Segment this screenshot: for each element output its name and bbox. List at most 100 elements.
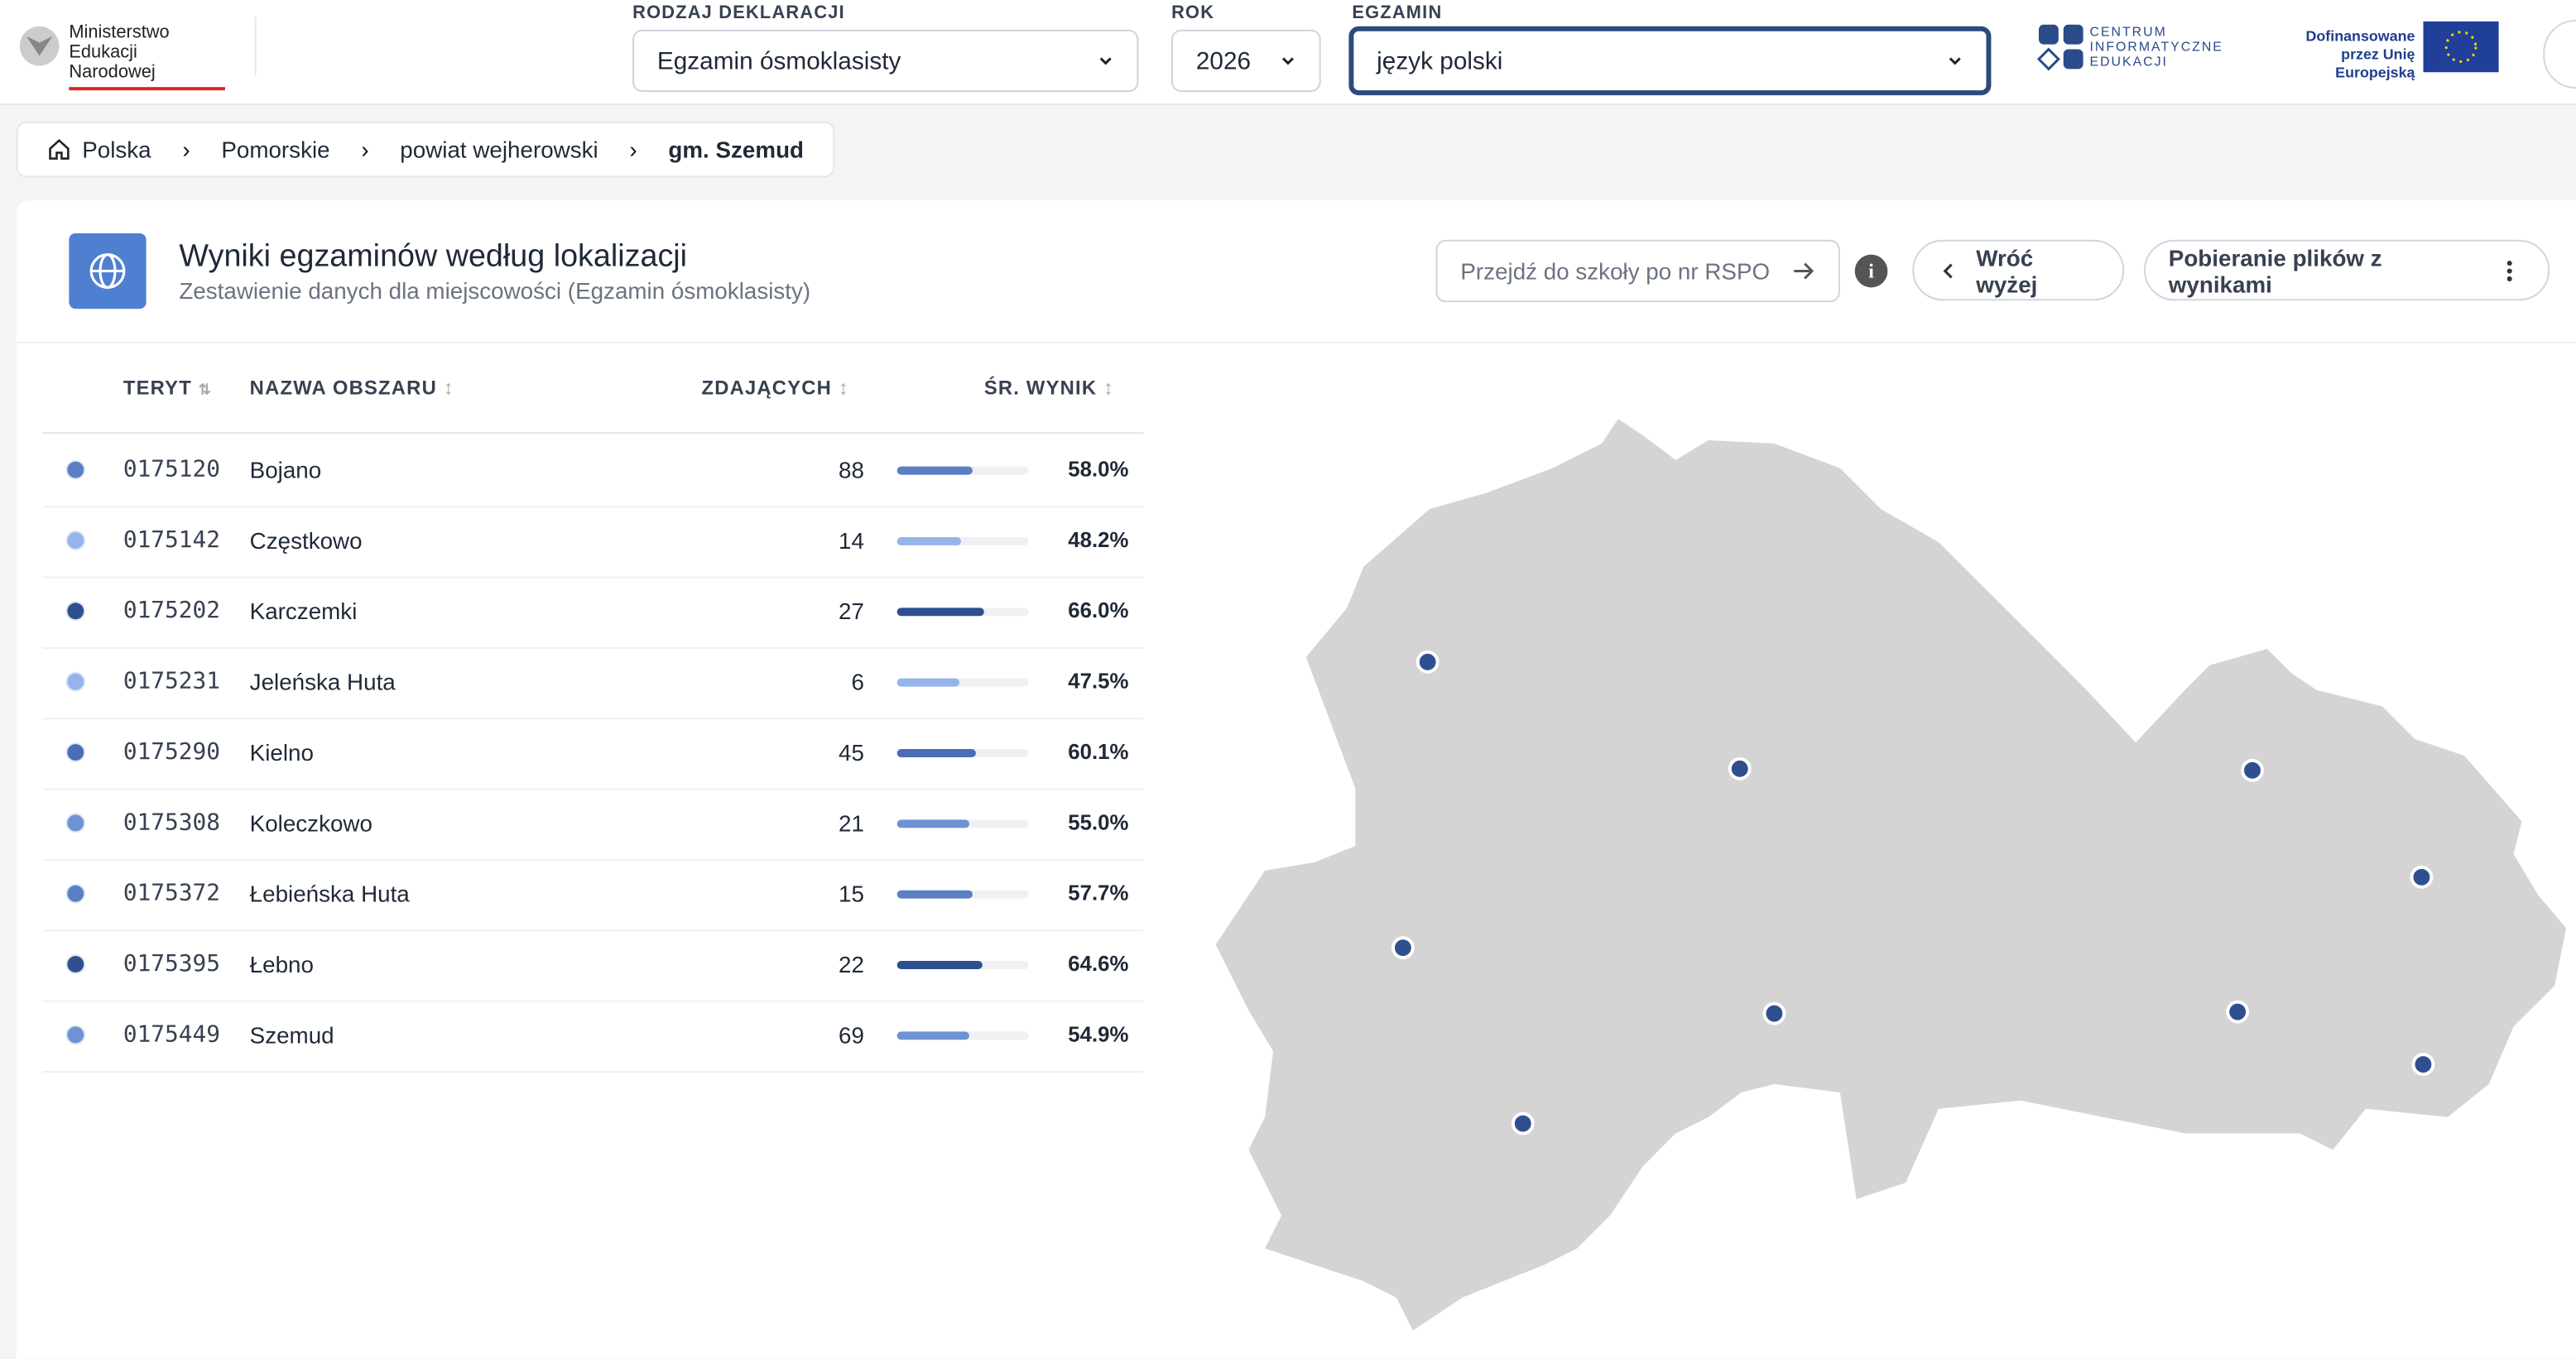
table-row[interactable]: 0175449 Szemud 69 54.9% xyxy=(42,1001,1144,1073)
column-label: NAZWA OBSZARU xyxy=(249,376,437,400)
divider xyxy=(254,16,257,76)
score-bar xyxy=(896,466,973,475)
candidate-count: 45 xyxy=(839,739,864,766)
table-row[interactable]: 0175290 Kielno 45 60.1% xyxy=(42,718,1144,790)
filter-label: ROK xyxy=(1171,2,1215,23)
sort-header[interactable]: ŚR. WYNIK ↕ xyxy=(983,376,1115,400)
score-bar xyxy=(896,536,961,545)
score-bar xyxy=(896,890,973,899)
average-score: 58.0% xyxy=(1068,456,1129,482)
column-label: ZDAJĄCYCH xyxy=(701,376,833,400)
teryt: 0175231 xyxy=(123,668,220,695)
emblem xyxy=(19,26,60,66)
breadcrumb-current: gm. Szemud xyxy=(668,136,805,163)
table-row[interactable]: 0175395 Łebno 22 64.6% xyxy=(42,929,1144,1002)
exam-select[interactable]: język polski xyxy=(1348,26,1992,96)
back-button[interactable]: Wróć wyżej xyxy=(1912,239,2125,301)
row-dot xyxy=(65,954,86,974)
teryt: 0175142 xyxy=(123,527,220,554)
area-name: Łebno xyxy=(249,951,314,977)
candidate-count: 88 xyxy=(839,456,864,483)
rspo-search[interactable]: Przejdź do szkoły po nr RSPO xyxy=(1435,239,1840,303)
score-bar xyxy=(896,607,984,617)
button-label: Wróć wyżej xyxy=(1976,243,2038,297)
divider xyxy=(16,341,2576,343)
candidate-count: 21 xyxy=(839,809,864,837)
home-icon xyxy=(49,138,70,160)
header: Ministerstwo Edukacji Narodowej RODZAJ D… xyxy=(0,0,2576,106)
button-label: Pobieranie plików z wynikami xyxy=(2168,243,2382,297)
column-label: TERYT xyxy=(123,376,192,400)
info-icon[interactable]: i xyxy=(1854,254,1888,288)
declaration-select[interactable]: Egzamin ósmoklasisty xyxy=(632,29,1139,93)
divider xyxy=(42,431,1144,434)
sort-header[interactable]: TERYT ⇅ xyxy=(123,376,212,400)
ministry-name: Ministerstwo Edukacji Narodowej xyxy=(69,23,225,91)
area-name: Koleczkowo xyxy=(249,809,372,837)
teryt: 0175372 xyxy=(123,880,220,907)
filter-label: RODZAJ DEKLARACJI xyxy=(632,2,845,23)
column-label: ŚR. WYNIK xyxy=(983,376,1098,400)
average-score: 66.0% xyxy=(1068,598,1129,623)
score-track xyxy=(896,1031,1029,1040)
average-score: 64.6% xyxy=(1068,951,1129,976)
score-bar xyxy=(896,749,977,757)
candidate-count: 15 xyxy=(839,880,864,907)
teryt: 0175202 xyxy=(123,598,220,625)
teryt: 0175395 xyxy=(123,951,220,977)
row-dot xyxy=(65,1025,86,1045)
score-bar xyxy=(896,678,960,687)
search-placeholder: Przejdź do szkoły po nr RSPO xyxy=(1460,257,1771,285)
eu-flag xyxy=(2423,21,2499,73)
table-row[interactable]: 0175142 Częstkowo 14 48.2% xyxy=(42,506,1144,579)
area-name: Jeleńska Huta xyxy=(249,668,396,695)
candidate-count: 22 xyxy=(839,951,864,977)
row-dot xyxy=(65,813,86,833)
select-value: 2026 xyxy=(1195,46,1252,75)
table-row[interactable]: 0175202 Karczemki 27 66.0% xyxy=(42,577,1144,649)
breadcrumb-link[interactable]: Polska xyxy=(82,136,151,163)
row-dot xyxy=(65,459,86,480)
score-track xyxy=(896,961,1029,969)
panel-title: Wyniki egzaminów według lokalizacji xyxy=(179,239,688,275)
year-select[interactable]: 2026 xyxy=(1171,29,1321,93)
row-dot xyxy=(65,742,86,762)
accessibility-button[interactable] xyxy=(2543,19,2576,89)
score-bar xyxy=(896,961,983,969)
download-button[interactable]: Pobieranie plików z wynikami xyxy=(2144,239,2550,301)
teryt: 0175308 xyxy=(123,809,220,837)
score-track xyxy=(896,890,1029,899)
table-row[interactable]: 0175120 Bojano 88 58.0% xyxy=(42,435,1144,508)
row-dot xyxy=(65,671,86,692)
cie-logo xyxy=(2037,24,2083,71)
area-name: Szemud xyxy=(249,1021,334,1049)
panel-subtitle: Zestawienie danych dla miejscowości (Egz… xyxy=(179,277,811,305)
breadcrumb-link[interactable]: powiat wejherowski xyxy=(400,136,598,163)
sort-header[interactable]: NAZWA OBSZARU ↕ xyxy=(249,376,454,400)
area-name: Łebieńska Huta xyxy=(249,880,410,907)
candidate-count: 14 xyxy=(839,527,864,554)
breadcrumb: Polska › Pomorskie › powiat wejherowski › g… xyxy=(16,121,835,178)
score-track xyxy=(896,466,1029,475)
breadcrumb-link[interactable]: Pomorskie xyxy=(221,136,330,163)
area-name: Kielno xyxy=(249,739,314,766)
score-track xyxy=(896,749,1029,757)
score-track xyxy=(896,607,1029,617)
area-name: Bojano xyxy=(249,456,322,483)
select-value: Egzamin ósmoklasisty xyxy=(656,46,901,75)
globe-icon xyxy=(69,233,147,310)
area-name: Karczemki xyxy=(249,598,358,625)
teryt: 0175120 xyxy=(123,456,220,483)
table-row[interactable]: 0175231 Jeleńska Huta 6 47.5% xyxy=(42,647,1144,720)
teryt: 0175449 xyxy=(123,1021,220,1049)
score-bar xyxy=(896,819,969,828)
table-row[interactable]: 0175308 Koleczkowo 21 55.0% xyxy=(42,789,1144,861)
average-score: 47.5% xyxy=(1068,668,1129,694)
score-track xyxy=(896,819,1029,828)
average-score: 54.9% xyxy=(1068,1021,1129,1047)
candidate-count: 6 xyxy=(851,668,864,695)
table-row[interactable]: 0175372 Łebieńska Huta 15 57.7% xyxy=(42,859,1144,932)
sort-header[interactable]: ZDAJĄCYCH ↕ xyxy=(701,376,849,400)
row-dot xyxy=(65,531,86,550)
